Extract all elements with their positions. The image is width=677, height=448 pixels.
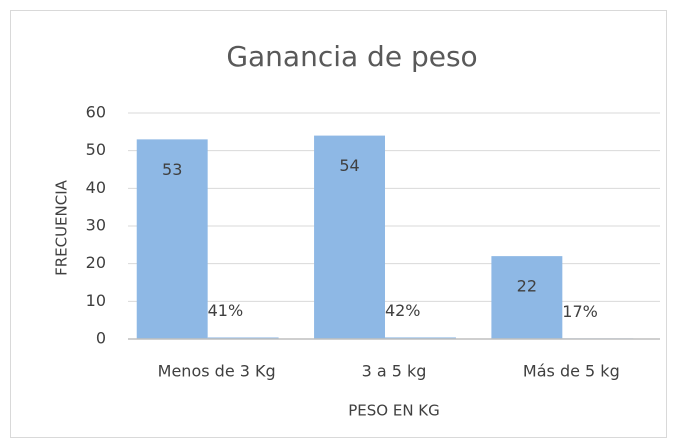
x-axis-title: PESO EN KG [348, 402, 440, 420]
data-label: 41% [208, 301, 244, 320]
y-axis-title: FRECUENCIA [53, 179, 71, 276]
bar [314, 135, 385, 339]
y-tick-label: 50 [86, 140, 106, 159]
bar [136, 139, 208, 339]
y-tick-label: 10 [86, 291, 106, 310]
bar [385, 337, 456, 339]
data-label: 42% [385, 301, 421, 320]
bar [491, 256, 563, 339]
x-tick-label: Más de 5 kg [523, 362, 620, 381]
bar [207, 337, 279, 339]
y-tick-label: 40 [86, 178, 106, 197]
y-tick-label: 20 [86, 253, 106, 272]
data-label: 22 [517, 277, 537, 296]
chart-title: Ganancia de peso [226, 40, 477, 73]
y-tick-label: 30 [86, 216, 106, 235]
data-label: 17% [562, 302, 598, 321]
y-tick-label: 0 [96, 329, 106, 348]
x-tick-label: Menos de 3 Kg [158, 362, 276, 381]
data-label: 54 [339, 156, 359, 175]
x-tick-label: 3 a 5 kg [362, 362, 427, 381]
y-tick-label: 60 [86, 103, 106, 122]
data-label: 53 [162, 160, 182, 179]
